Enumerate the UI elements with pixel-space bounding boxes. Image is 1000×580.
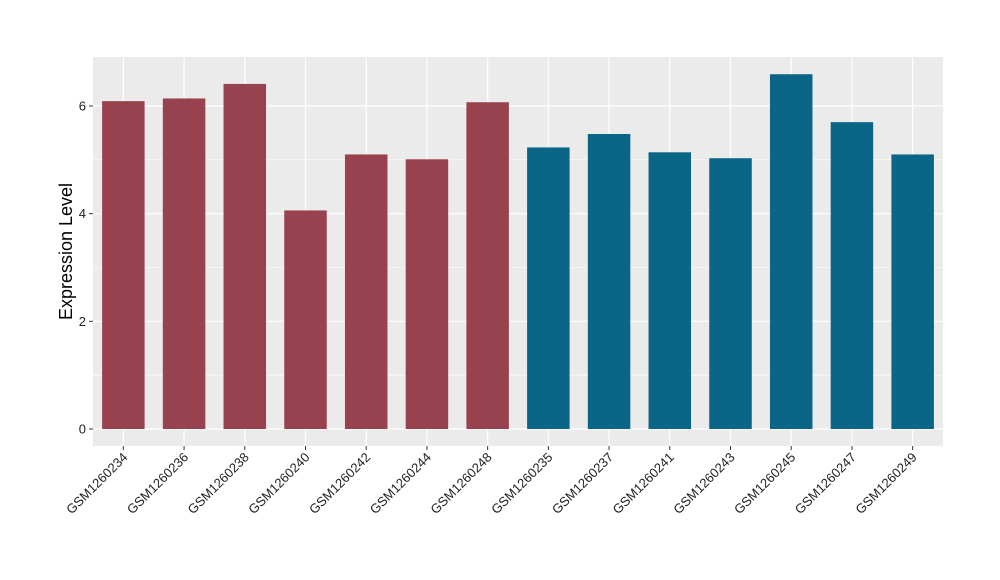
bar-GSM1260241 <box>648 152 692 429</box>
bar-GSM1260238 <box>223 83 267 429</box>
bars <box>102 74 934 430</box>
bar-GSM1260245 <box>769 74 813 429</box>
bar-GSM1260234 <box>102 101 145 429</box>
x-tick-label: GSM1260244 <box>367 450 434 517</box>
y-tick-label: 0 <box>79 422 86 437</box>
bar-GSM1260248 <box>466 102 509 430</box>
y-tick-label: 2 <box>79 314 86 329</box>
bar-GSM1260240 <box>284 210 327 429</box>
x-axis: GSM1260234GSM1260236GSM1260238GSM1260240… <box>63 446 920 517</box>
bar-GSM1260244 <box>405 159 449 430</box>
y-tick-label: 6 <box>79 99 86 114</box>
x-tick-label: GSM1260242 <box>306 450 373 517</box>
y-axis-title: Expression Level <box>56 183 76 320</box>
x-tick-label: GSM1260240 <box>245 450 312 517</box>
bar-GSM1260236 <box>162 98 206 430</box>
bar-GSM1260249 <box>891 154 934 429</box>
x-tick-label: GSM1260238 <box>185 450 252 517</box>
bar-GSM1260242 <box>344 154 388 429</box>
plot-panel <box>93 57 943 446</box>
x-tick-label: GSM1260243 <box>670 450 737 517</box>
x-tick-label: GSM1260234 <box>63 450 130 517</box>
bar-GSM1260247 <box>830 122 874 430</box>
bar-GSM1260237 <box>587 133 631 429</box>
x-tick-label: GSM1260235 <box>488 450 555 517</box>
x-tick-label: GSM1260249 <box>852 450 919 517</box>
x-tick-label: GSM1260248 <box>427 450 494 517</box>
x-tick-label: GSM1260245 <box>731 450 798 517</box>
x-tick-label: GSM1260241 <box>610 450 677 517</box>
x-tick-label: GSM1260247 <box>792 450 859 517</box>
y-tick-label: 4 <box>79 206 86 221</box>
x-tick-label: GSM1260236 <box>124 450 191 517</box>
y-axis: 0 2 4 6 <box>79 99 93 437</box>
bar-GSM1260235 <box>527 147 570 429</box>
x-tick-label: GSM1260237 <box>549 450 616 517</box>
bar-GSM1260243 <box>709 158 752 430</box>
